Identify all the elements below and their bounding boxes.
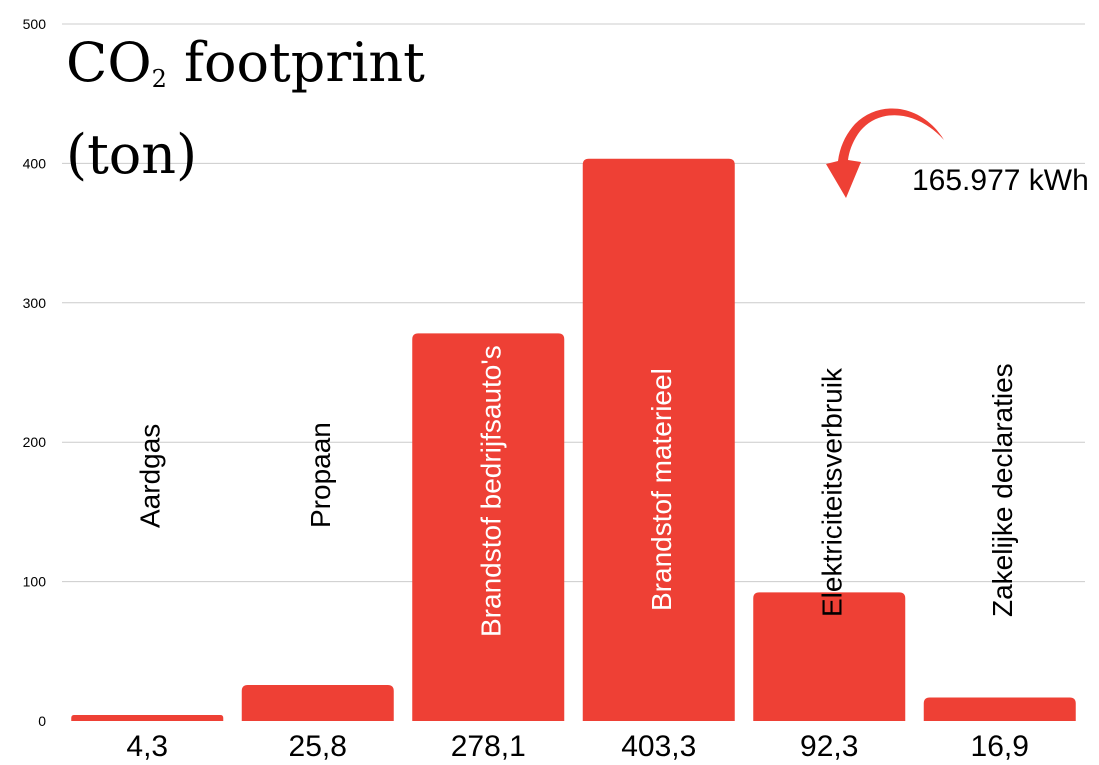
chart-title-line-2: (ton) [66,123,198,186]
y-tick-label: 400 [23,155,47,171]
bar-value-label: 4,3 [126,730,168,760]
labels-layer: 0 100 200 300 400 500 4,3 Aardgas 25,8 Propaan 278… [23,16,1029,763]
annotation-label: 165.977 kWh [912,164,1089,197]
bar [241,685,394,721]
bar-value-label: 16,9 [971,730,1029,760]
category-label: Aardgas [134,424,165,528]
bar [923,697,1076,721]
y-tick-label: 500 [23,16,47,32]
y-tick-label: 100 [23,574,47,590]
category-label: Brandstof bedrijfsauto's [475,345,506,637]
bar [582,158,735,721]
y-tick-label: 300 [23,295,47,311]
bar [71,715,224,721]
bar [412,333,565,721]
category-label: Brandstof materieel [646,368,677,611]
bar-value-label: 92,3 [800,730,858,760]
y-tick-label: 200 [23,434,47,450]
grid-layer [62,23,1085,583]
category-label: Propaan [305,422,336,528]
bar-value-label: 403,3 [621,730,696,760]
annotation-layer [826,108,944,198]
bar [753,592,906,721]
category-label: Zakelijke declaraties [987,363,1018,617]
bars-layer [71,158,1076,721]
bar-value-label: 25,8 [289,730,347,760]
chart-title-line-1: CO2 footprint [66,31,425,94]
bar-value-label: 278,1 [451,730,526,760]
curved-arrow-icon [826,108,944,198]
category-label: Elektriciteitsverbruik [816,367,847,617]
y-tick-label: 0 [38,713,46,729]
